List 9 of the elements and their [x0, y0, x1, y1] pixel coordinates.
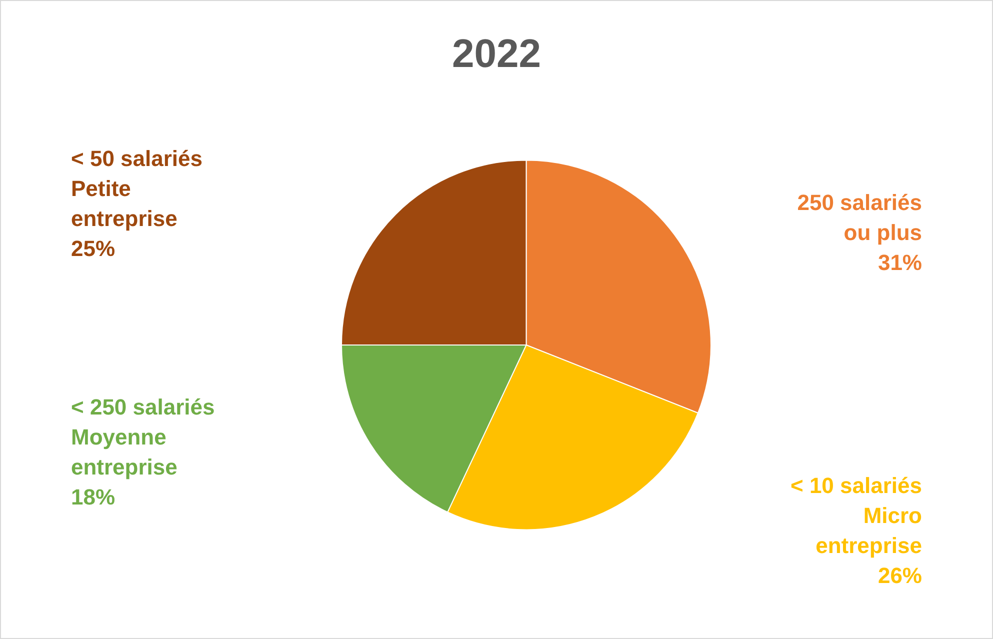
- slice-label: < 10 salariés Micro entreprise: [790, 473, 922, 558]
- slice-label: < 250 salariés Moyenne entreprise: [71, 394, 215, 480]
- data-label: 25%: [71, 236, 116, 262]
- data-label: 26%: [878, 563, 922, 588]
- data-label: 18%: [71, 484, 116, 510]
- slice-label: < 50 salariés Petite entreprise: [71, 146, 203, 232]
- data-label: 31%: [878, 250, 922, 276]
- slice-label: 250 salariés ou plus: [797, 190, 922, 246]
- chart-title: 2022: [452, 32, 541, 76]
